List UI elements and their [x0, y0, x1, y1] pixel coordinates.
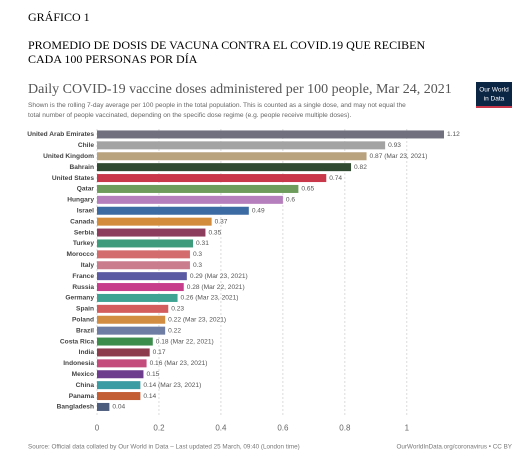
chart-subtitle: Shown is the rolling 7-day average per 1… [28, 102, 406, 109]
value-label: 0.14 (Mar 23, 2021) [143, 382, 201, 389]
value-label: 0.3 [193, 251, 202, 258]
heading-line: PROMEDIO DE DOSIS DE VACUNA CONTRA EL CO… [28, 38, 425, 52]
bar [97, 217, 212, 226]
value-label: 0.14 [143, 393, 156, 400]
y-tick-label: Bahrain [69, 164, 94, 171]
value-label: 0.82 [354, 164, 367, 171]
y-tick-label: Brazil [76, 327, 94, 334]
value-label: 0.31 [196, 240, 209, 247]
bar [97, 370, 144, 379]
x-tick-label: 0.6 [277, 424, 289, 433]
logo-stripe [476, 106, 512, 108]
bar [97, 239, 194, 248]
bar [97, 163, 352, 172]
value-label: 0.37 [215, 218, 228, 225]
bar [97, 348, 150, 357]
y-tick-label: Turkey [73, 240, 94, 247]
y-tick-label: United Kingdom [43, 153, 94, 160]
x-tick-label: 1 [405, 424, 410, 433]
bar [97, 195, 283, 204]
y-tick-label: Qatar [77, 186, 95, 193]
bar [97, 381, 141, 390]
bar [97, 130, 444, 139]
source-note: Source: Official data collated by Our Wo… [28, 444, 300, 451]
chart-title: Daily COVID-19 vaccine doses administere… [28, 82, 452, 97]
x-tick-label: 0 [95, 424, 100, 433]
logo-box [476, 82, 512, 108]
y-tick-label: Serbia [74, 229, 94, 236]
y-tick-label: United Arab Emirates [27, 131, 94, 138]
y-tick-label: Chile [78, 142, 94, 149]
heading-line: CADA 100 PERSONAS POR DÍA [28, 52, 198, 66]
value-label: 0.29 (Mar 23, 2021) [190, 273, 248, 280]
bar [97, 315, 166, 324]
y-tick-label: Costa Rica [60, 338, 94, 345]
value-label: 0.87 (Mar 23, 2021) [370, 153, 428, 160]
chart-subtitle: total number of people vaccinated, depen… [28, 112, 351, 119]
bar [97, 184, 299, 193]
x-tick-label: 0.8 [339, 424, 351, 433]
value-label: 0.18 (Mar 22, 2021) [156, 338, 214, 345]
bar [97, 304, 169, 313]
y-tick-label: Indonesia [63, 360, 94, 367]
bar [97, 206, 249, 215]
bar [97, 337, 153, 346]
y-tick-label: Italy [81, 262, 95, 269]
y-tick-label: China [76, 382, 95, 389]
value-label: 0.16 (Mar 23, 2021) [150, 360, 208, 367]
bar [97, 141, 386, 150]
value-label: 0.65 [301, 186, 314, 193]
y-tick-label: Russia [72, 284, 94, 291]
value-label: 0.35 [208, 229, 221, 236]
y-tick-label: Bangladesh [57, 404, 94, 411]
value-label: 0.6 [286, 197, 295, 204]
bar [97, 402, 110, 411]
y-tick-label: Spain [76, 306, 94, 313]
bar [97, 152, 367, 161]
value-label: 0.17 [153, 349, 166, 356]
bar [97, 174, 327, 183]
value-label: 0.15 [146, 371, 159, 378]
value-label: 0.28 (Mar 22, 2021) [187, 284, 245, 291]
value-label: 0.49 [252, 208, 265, 215]
heading-label: GRÁFICO 1 [28, 10, 90, 24]
logo-text: in Data [484, 96, 505, 103]
x-tick-label: 0.2 [153, 424, 165, 433]
bar [97, 283, 184, 292]
value-label: 0.26 (Mar 23, 2021) [181, 295, 239, 302]
y-tick-label: Morocco [67, 251, 94, 258]
y-tick-label: United States [52, 175, 94, 182]
bar [97, 228, 206, 237]
y-tick-label: Hungary [67, 197, 94, 204]
bar [97, 359, 147, 368]
y-tick-label: India [79, 349, 95, 356]
bar [97, 261, 190, 270]
bar [97, 326, 166, 335]
bar [97, 272, 187, 281]
x-tick-label: 0.4 [215, 424, 227, 433]
y-tick-label: Israel [77, 208, 94, 215]
value-label: 0.22 [168, 327, 181, 334]
logo-text: Our World [479, 87, 509, 94]
bar [97, 392, 141, 401]
value-label: 0.22 (Mar 23, 2021) [168, 317, 226, 324]
bar [97, 293, 178, 302]
value-label: 0.3 [193, 262, 202, 269]
y-tick-label: Mexico [72, 371, 94, 378]
value-label: 0.23 [171, 306, 184, 313]
value-label: 1.12 [447, 131, 460, 138]
value-label: 0.04 [112, 404, 125, 411]
y-tick-label: Canada [70, 218, 94, 225]
value-label: 0.74 [329, 175, 342, 182]
y-tick-label: Panama [69, 393, 95, 400]
y-tick-label: Germany [65, 295, 94, 302]
bar [97, 250, 190, 259]
source-url: OurWorldInData.org/coronavirus • CC BY [397, 444, 513, 451]
y-tick-label: France [72, 273, 94, 280]
y-tick-label: Poland [72, 317, 94, 324]
value-label: 0.93 [388, 142, 401, 149]
